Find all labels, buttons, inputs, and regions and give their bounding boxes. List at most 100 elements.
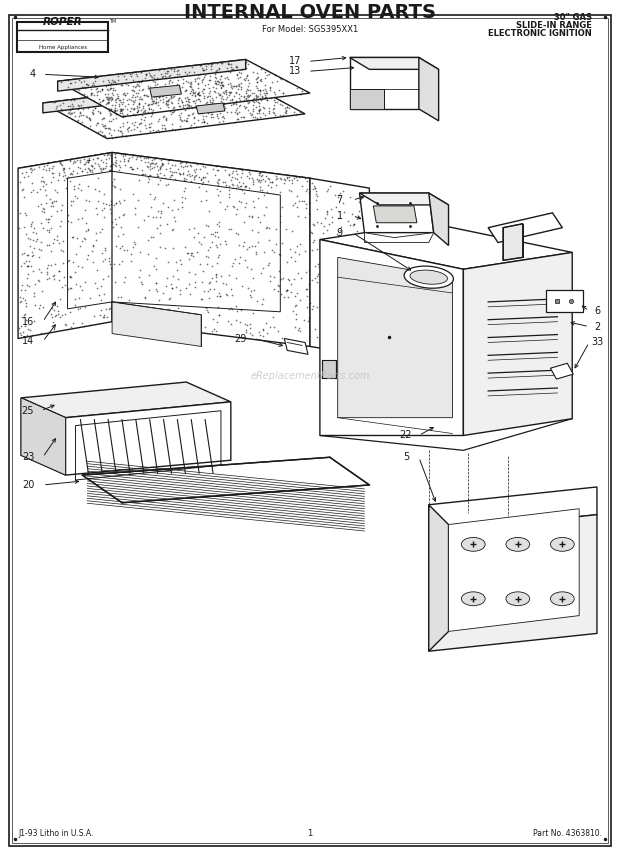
Point	[180, 98, 190, 112]
Point	[93, 259, 103, 273]
Point	[76, 98, 86, 112]
Point	[199, 83, 209, 96]
Point	[198, 82, 208, 96]
Point	[54, 273, 64, 287]
Point	[63, 99, 73, 113]
Point	[78, 316, 87, 330]
Point	[101, 121, 111, 135]
Polygon shape	[338, 257, 453, 418]
Point	[45, 271, 55, 285]
Point	[301, 183, 311, 197]
Point	[123, 208, 133, 222]
Point	[257, 90, 267, 104]
Point	[153, 246, 162, 260]
Point	[220, 71, 230, 84]
Point	[303, 313, 313, 327]
Point	[200, 320, 210, 334]
Point	[283, 170, 293, 184]
Point	[193, 181, 203, 195]
Point	[143, 292, 153, 306]
Point	[195, 101, 205, 115]
Point	[226, 84, 236, 98]
Point	[166, 176, 176, 189]
Point	[257, 297, 267, 311]
Point	[94, 214, 104, 227]
Point	[180, 182, 190, 195]
Point	[207, 259, 217, 273]
Point	[70, 189, 80, 203]
Point	[85, 164, 95, 177]
Point	[27, 245, 37, 259]
Point	[203, 98, 213, 112]
Point	[151, 171, 161, 185]
Point	[88, 256, 98, 269]
Point	[149, 178, 159, 192]
Point	[104, 93, 114, 107]
Point	[359, 211, 369, 225]
Point	[18, 183, 28, 196]
Point	[38, 162, 48, 176]
Point	[218, 79, 228, 93]
Point	[240, 72, 250, 86]
Point	[312, 330, 322, 344]
Point	[68, 185, 78, 199]
Point	[76, 235, 86, 249]
Point	[281, 106, 291, 120]
Ellipse shape	[461, 592, 485, 605]
Point	[134, 177, 144, 191]
Point	[94, 97, 104, 111]
Point	[153, 287, 162, 300]
Point	[291, 170, 301, 184]
Point	[152, 170, 162, 183]
Point	[203, 276, 213, 289]
Point	[209, 322, 219, 336]
Point	[182, 307, 192, 321]
Point	[175, 119, 185, 133]
Point	[249, 234, 259, 248]
Point	[108, 179, 118, 193]
Point	[206, 208, 216, 222]
Point	[147, 107, 157, 121]
Point	[116, 164, 126, 178]
Point	[104, 221, 114, 235]
Point	[144, 151, 154, 164]
Point	[128, 83, 138, 96]
Point	[197, 292, 207, 306]
Point	[133, 99, 143, 113]
Point	[353, 259, 363, 273]
Point	[213, 188, 223, 201]
Point	[97, 117, 107, 131]
Point	[310, 182, 320, 195]
Point	[188, 106, 198, 120]
Point	[271, 178, 281, 192]
Point	[133, 102, 143, 115]
Point	[24, 254, 34, 268]
Point	[160, 242, 170, 256]
Point	[206, 107, 216, 121]
Point	[332, 300, 342, 313]
Point	[190, 89, 200, 102]
Point	[163, 93, 173, 107]
Point	[70, 265, 80, 279]
Point	[112, 217, 122, 231]
Point	[164, 177, 174, 190]
Point	[109, 74, 119, 88]
Point	[239, 110, 249, 124]
Point	[126, 123, 136, 137]
Point	[294, 247, 304, 261]
Point	[301, 210, 311, 224]
Point	[131, 77, 141, 90]
Point	[23, 248, 33, 262]
Point	[27, 164, 37, 177]
Point	[188, 221, 198, 235]
Point	[107, 214, 117, 228]
Point	[183, 108, 193, 122]
Point	[315, 289, 325, 303]
Point	[108, 198, 118, 212]
Point	[122, 102, 132, 116]
Point	[138, 108, 148, 122]
Point	[255, 286, 265, 300]
Point	[179, 174, 188, 188]
Point	[213, 178, 223, 192]
Point	[234, 190, 244, 204]
